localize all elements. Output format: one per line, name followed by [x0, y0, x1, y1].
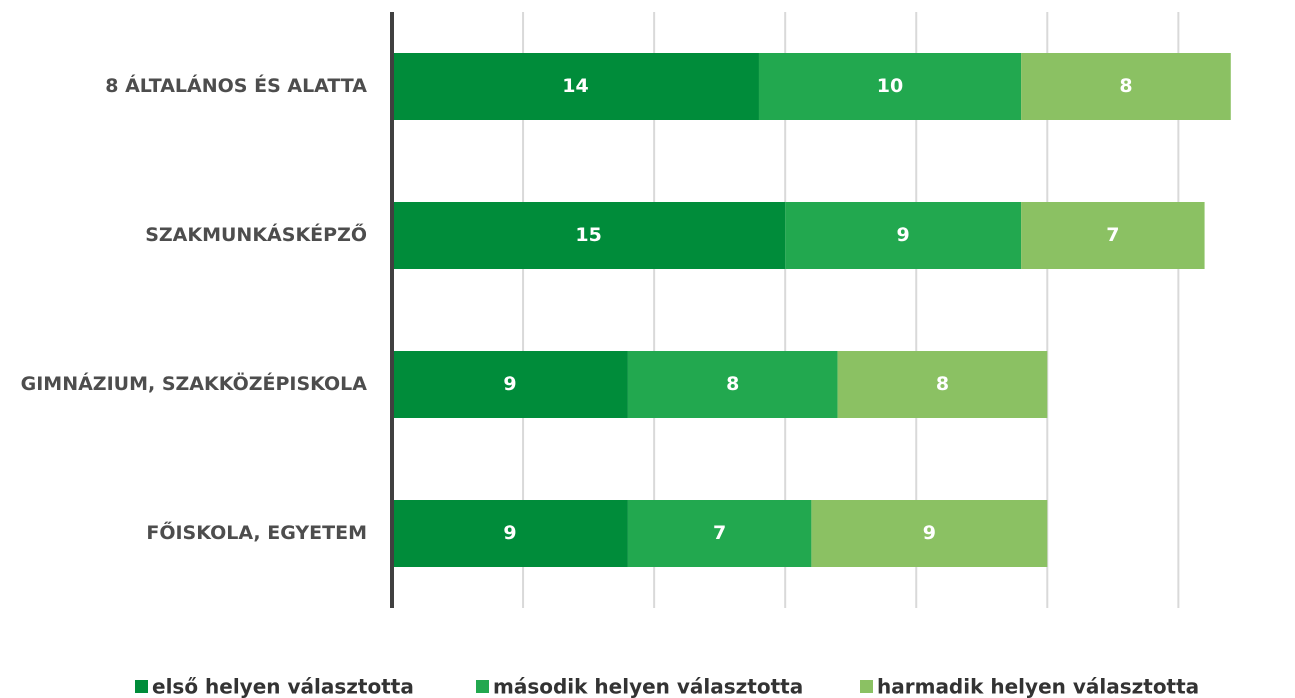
- data-label: 7: [713, 522, 726, 544]
- legend-swatch: [135, 680, 148, 693]
- y-tick-label: GIMNÁZIUM, SZAKKÖZÉPISKOLA: [21, 371, 368, 395]
- bar-segment: [627, 500, 812, 567]
- bar-segment: [811, 500, 1048, 567]
- bar-segment: [392, 202, 786, 269]
- legend-swatch: [476, 680, 489, 693]
- legend-label: második helyen választotta: [493, 675, 803, 698]
- bar-segment: [758, 53, 1022, 120]
- y-tick-label: SZAKMUNKÁSKÉPZŐ: [145, 222, 367, 246]
- data-label: 8: [726, 373, 739, 395]
- data-label: 7: [1106, 224, 1119, 246]
- data-label: 8: [936, 373, 949, 395]
- data-label: 8: [1119, 75, 1132, 97]
- data-label: 9: [897, 224, 910, 246]
- data-label: 9: [503, 522, 516, 544]
- data-label: 15: [575, 224, 601, 246]
- legend-swatch: [860, 680, 873, 693]
- data-label: 10: [877, 75, 903, 97]
- legend-label: első helyen választotta: [152, 675, 414, 698]
- data-label: 14: [562, 75, 588, 97]
- data-label: 9: [923, 522, 936, 544]
- bar-segment: [392, 500, 628, 567]
- bar-segment: [1021, 202, 1205, 269]
- legend-label: harmadik helyen választotta: [877, 675, 1199, 698]
- bar-segment: [627, 351, 838, 418]
- y-tick-label: FŐISKOLA, EGYETEM: [146, 520, 367, 544]
- bar-segment: [837, 351, 1048, 418]
- bar-segment: [392, 351, 628, 418]
- y-tick-label: 8 ÁLTALÁNOS ÉS ALATTA: [105, 74, 367, 97]
- bar-segment: [1021, 53, 1231, 120]
- bar-segment: [785, 202, 1022, 269]
- data-label: 9: [503, 373, 516, 395]
- bar-segment: [392, 53, 759, 120]
